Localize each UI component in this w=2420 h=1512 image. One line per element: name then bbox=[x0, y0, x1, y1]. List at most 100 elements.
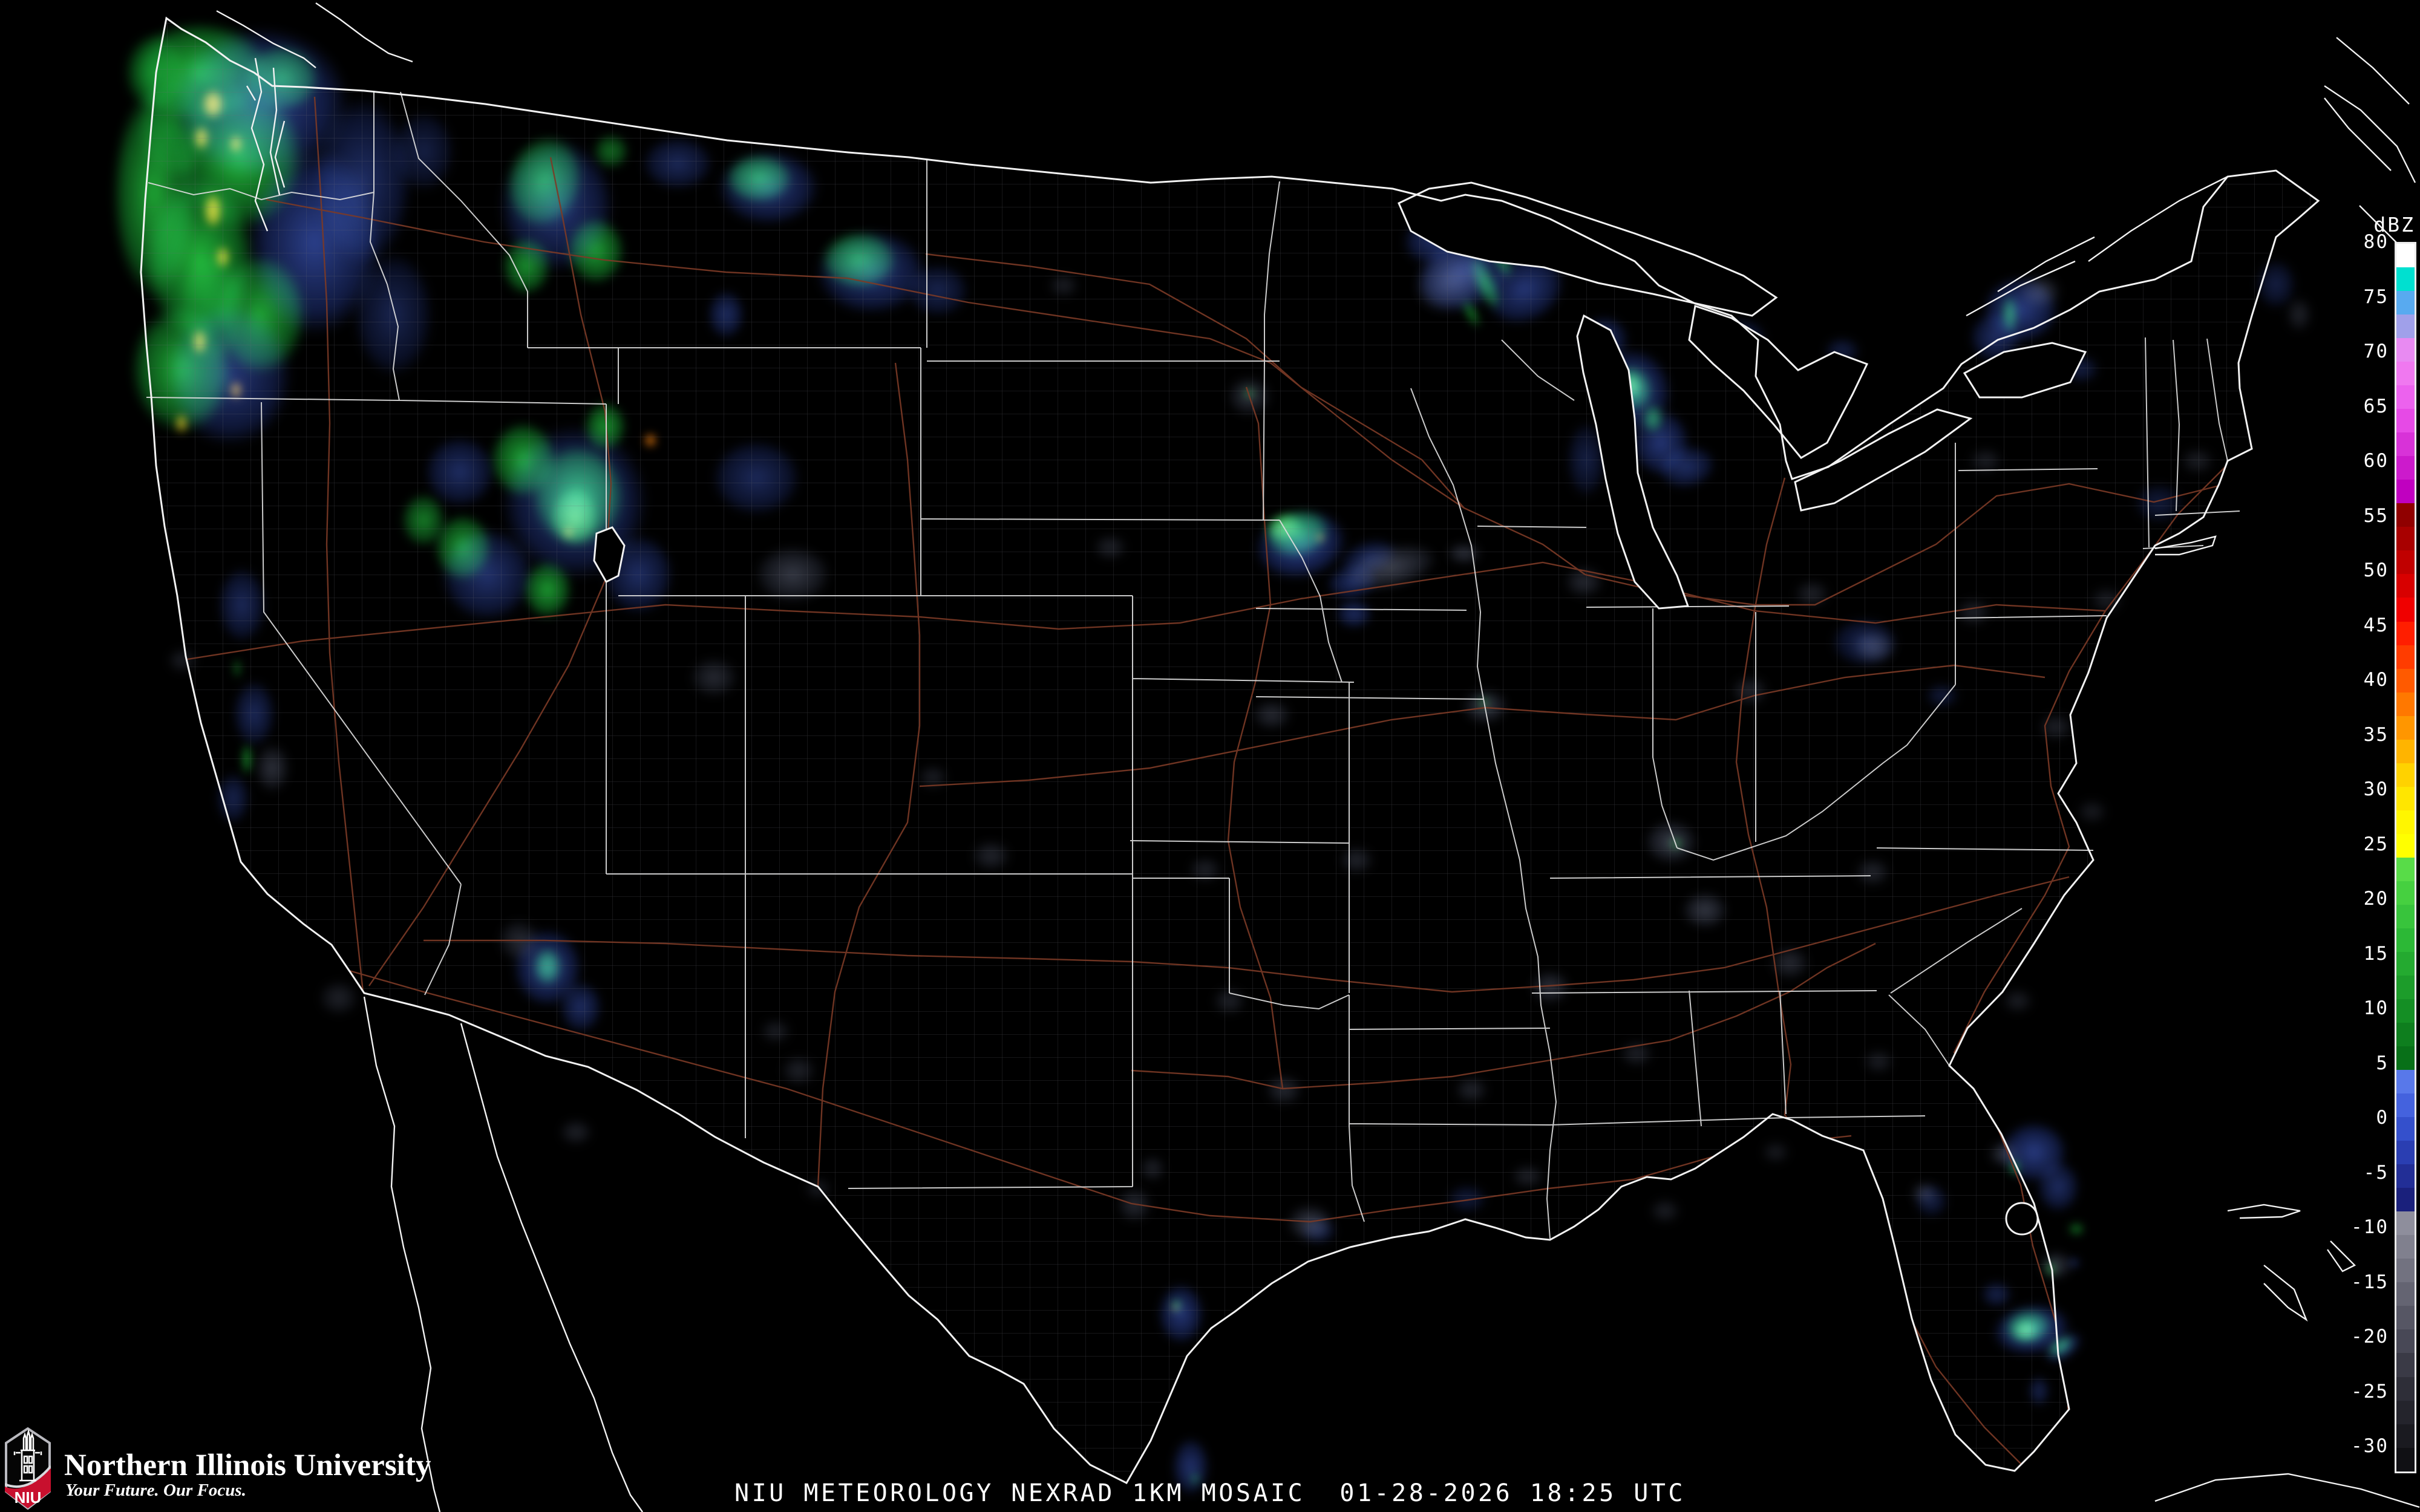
colorbar-segment bbox=[2396, 574, 2415, 598]
product-caption: NIU METEOROLOGY NEXRAD 1KM MOSAIC 01-28-… bbox=[734, 1479, 1686, 1507]
radar-echo bbox=[2281, 290, 2317, 339]
interstate-highways bbox=[187, 96, 2227, 1464]
colorbar-segment bbox=[2396, 1164, 2415, 1188]
colorbar-tick-label: 30 bbox=[2363, 778, 2389, 800]
colorbar-segment bbox=[2396, 244, 2415, 268]
colorbar-segment bbox=[2396, 338, 2415, 362]
radar-echo bbox=[2065, 1256, 2082, 1270]
colorbar-tick-label: 40 bbox=[2363, 669, 2389, 691]
colorbar-segment bbox=[2396, 267, 2415, 292]
colorbar-segment bbox=[2396, 1235, 2415, 1259]
colorbar-segment bbox=[2396, 951, 2415, 976]
colorbar-segment bbox=[2396, 1141, 2415, 1165]
niu-abbr: NIU bbox=[15, 1488, 42, 1507]
colorbar-tick-label: 15 bbox=[2363, 942, 2389, 965]
colorbar-tick-label: 70 bbox=[2363, 341, 2389, 362]
lake-ontario bbox=[1963, 342, 2087, 399]
colorbar-segment bbox=[2396, 1046, 2415, 1070]
lake-superior bbox=[1398, 181, 1778, 317]
colorbar-segment bbox=[2396, 362, 2415, 386]
lake-huron bbox=[1688, 305, 1869, 459]
colorbar-segment bbox=[2396, 1377, 2415, 1401]
us-outline bbox=[140, 16, 2320, 1484]
colorbar-tick-label: 5 bbox=[2376, 1052, 2389, 1074]
colorbar-segment bbox=[2396, 1023, 2415, 1047]
colorbar-segment bbox=[2396, 1447, 2415, 1471]
lake-erie bbox=[1794, 408, 1973, 512]
colorbar-segment bbox=[2396, 480, 2415, 504]
colorbar-segment bbox=[2396, 291, 2415, 315]
colorbar-segment bbox=[2396, 645, 2415, 669]
colorbar-segment bbox=[2396, 598, 2415, 622]
radar-echo bbox=[2029, 1152, 2087, 1222]
colorbar-segment bbox=[2396, 1093, 2415, 1118]
colorbar-tick-label: 35 bbox=[2363, 723, 2389, 746]
great-lakes bbox=[593, 181, 2087, 1236]
colorbar-tick-label: 50 bbox=[2363, 559, 2389, 581]
colorbar-segment bbox=[2396, 550, 2415, 575]
niu-branding: NIU Northern Illinois University Your Fu… bbox=[5, 1427, 912, 1512]
colorbar-segment bbox=[2396, 527, 2415, 551]
castle-tower-icon bbox=[13, 1429, 42, 1482]
lake-okeechobee bbox=[2005, 1202, 2039, 1236]
radar-echo bbox=[1999, 289, 2021, 340]
colorbar-segment bbox=[2396, 621, 2415, 645]
colorbar-segment bbox=[2396, 1306, 2415, 1330]
colorbar-segment bbox=[2396, 763, 2415, 787]
radar-echo bbox=[2065, 1220, 2087, 1237]
colorbar-tick-label: -10 bbox=[2351, 1216, 2389, 1238]
colorbar-tick-label: -15 bbox=[2351, 1271, 2389, 1293]
colorbar-segment bbox=[2396, 1259, 2415, 1283]
colorbar-segment bbox=[2396, 385, 2415, 409]
colorbar-segment bbox=[2396, 999, 2415, 1023]
colorbar-segment bbox=[2396, 904, 2415, 928]
radar-echo bbox=[1644, 1194, 1686, 1228]
colorbar-segment bbox=[2396, 1117, 2415, 1141]
non-us-coastlines bbox=[216, 2, 2420, 1512]
radar-echo bbox=[1189, 1470, 1201, 1487]
colorbar-segment bbox=[2396, 1400, 2415, 1424]
colorbar-segment bbox=[2396, 692, 2415, 716]
colorbar-tick-label: 80 bbox=[2363, 231, 2389, 253]
colorbar-segment bbox=[2396, 810, 2415, 834]
radar-echo bbox=[553, 1114, 599, 1150]
colorbar-segment bbox=[2396, 314, 2415, 339]
radar-echo bbox=[1165, 1427, 1216, 1506]
colorbar-tick-label: 0 bbox=[2376, 1107, 2389, 1129]
colorbar-segment bbox=[2396, 833, 2415, 858]
colorbar-segment bbox=[2396, 786, 2415, 810]
colorbar-segment bbox=[2396, 1353, 2415, 1377]
colorbar-tick-label: -25 bbox=[2351, 1380, 2389, 1403]
colorbar-segment bbox=[2396, 739, 2415, 763]
colorbar-segment bbox=[2396, 456, 2415, 480]
colorbar-segment bbox=[2396, 857, 2415, 881]
colorbar-segment bbox=[2396, 1188, 2415, 1212]
colorbar-tick-label: 65 bbox=[2363, 395, 2389, 417]
colorbar-segment bbox=[2396, 928, 2415, 952]
colorbar-segment bbox=[2396, 881, 2415, 905]
org-name: Northern Illinois University bbox=[64, 1448, 431, 1482]
colorbar-segment bbox=[2396, 409, 2415, 433]
colorbar-segment bbox=[2396, 503, 2415, 527]
colorbar-segment bbox=[2396, 1070, 2415, 1094]
colorbar-tick-label: 20 bbox=[2363, 888, 2389, 910]
colorbar-segment bbox=[2396, 1329, 2415, 1354]
colorbar-segment bbox=[2396, 1282, 2415, 1306]
colorbar-unit-label: dBZ bbox=[2373, 213, 2415, 236]
colorbar-tick-label: -5 bbox=[2363, 1161, 2389, 1184]
reflectivity-colorbar bbox=[2395, 242, 2416, 1473]
great-salt-lake bbox=[593, 526, 626, 583]
colorbar-tick-label: 60 bbox=[2363, 450, 2389, 472]
radar-echo bbox=[2071, 795, 2113, 829]
lake-michigan bbox=[1576, 314, 1690, 610]
niu-shield-logo: NIU bbox=[5, 1427, 51, 1510]
colorbar-tick-label: 55 bbox=[2363, 504, 2389, 527]
colorbar-tick-label: 75 bbox=[2363, 285, 2389, 308]
colorbar-segment bbox=[2396, 975, 2415, 999]
colorbar-segment bbox=[2396, 432, 2415, 457]
colorbar-tick-label: 25 bbox=[2363, 833, 2389, 855]
colorbar-tick-label: 10 bbox=[2363, 997, 2389, 1019]
colorbar-segment bbox=[2396, 1211, 2415, 1236]
